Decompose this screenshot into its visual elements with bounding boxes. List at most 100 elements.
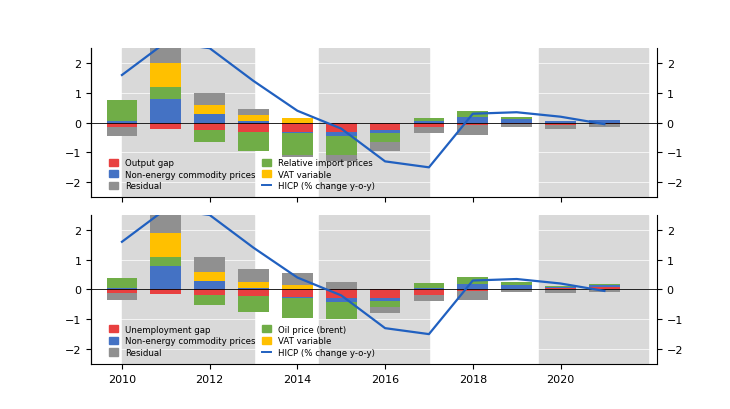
Legend: Output gap, Non-energy commodity prices, Residual, Relative import prices, VAT v: Output gap, Non-energy commodity prices,… (107, 156, 377, 193)
Bar (238, 269, 269, 282)
Bar (458, 290, 488, 291)
Bar (545, 287, 576, 288)
Bar (150, 257, 181, 266)
Bar (194, 290, 225, 295)
Bar (414, 284, 445, 288)
Bar (326, 156, 356, 162)
Bar (319, 49, 429, 198)
Bar (326, 282, 356, 290)
Bar (458, 112, 488, 118)
Bar (282, 156, 312, 157)
Bar (539, 216, 648, 364)
Bar (122, 216, 253, 364)
Bar (238, 132, 269, 152)
Bar (539, 49, 648, 198)
Bar (369, 134, 401, 143)
Bar (107, 128, 137, 137)
Bar (238, 122, 269, 124)
Bar (502, 289, 532, 290)
Bar (282, 119, 312, 124)
Bar (589, 120, 620, 121)
Bar (194, 272, 225, 281)
Bar (414, 124, 445, 128)
Bar (502, 290, 532, 293)
Bar (238, 288, 269, 290)
Bar (414, 119, 445, 122)
Bar (502, 125, 532, 128)
Bar (502, 124, 532, 125)
Bar (589, 124, 620, 125)
Bar (150, 266, 181, 290)
Bar (326, 124, 356, 132)
Bar (414, 122, 445, 124)
Bar (150, 214, 181, 233)
Bar (282, 299, 312, 318)
Bar (369, 290, 401, 298)
Bar (194, 94, 225, 106)
Bar (107, 101, 137, 122)
Bar (238, 282, 269, 288)
Bar (502, 120, 532, 124)
Bar (369, 301, 401, 307)
Bar (238, 110, 269, 116)
Bar (282, 297, 312, 299)
Bar (458, 124, 488, 126)
Bar (282, 132, 312, 134)
Bar (458, 126, 488, 136)
Bar (150, 99, 181, 124)
Bar (589, 125, 620, 128)
Bar (589, 285, 620, 288)
Bar (107, 122, 137, 124)
Bar (194, 106, 225, 115)
Bar (545, 286, 576, 287)
Bar (122, 49, 253, 198)
Bar (194, 124, 225, 131)
Bar (194, 257, 225, 272)
Bar (458, 277, 488, 284)
Bar (194, 295, 225, 306)
Bar (589, 290, 620, 292)
Bar (589, 288, 620, 290)
Bar (414, 295, 445, 301)
Bar (589, 284, 620, 285)
Bar (150, 290, 181, 294)
Bar (194, 115, 225, 124)
Bar (238, 116, 269, 122)
Bar (545, 124, 576, 126)
Bar (326, 132, 356, 137)
Bar (369, 143, 401, 152)
Bar (326, 137, 356, 156)
Bar (369, 298, 401, 301)
Bar (326, 290, 356, 298)
Bar (326, 303, 356, 319)
Bar (150, 43, 181, 64)
Bar (107, 293, 137, 301)
Bar (238, 124, 269, 132)
Bar (282, 285, 312, 290)
Bar (150, 64, 181, 88)
Bar (458, 118, 488, 124)
Legend: Unemployment gap, Non-energy commodity prices, Residual, Oil price (brent), VAT : Unemployment gap, Non-energy commodity p… (107, 322, 377, 360)
Bar (414, 290, 445, 295)
Bar (107, 278, 137, 288)
Bar (107, 290, 137, 293)
Bar (107, 124, 137, 128)
Bar (238, 290, 269, 296)
Bar (414, 288, 445, 290)
Bar (194, 281, 225, 290)
Bar (369, 124, 401, 131)
Bar (319, 216, 429, 364)
Bar (369, 307, 401, 313)
Bar (369, 131, 401, 134)
Bar (545, 288, 576, 290)
Bar (150, 88, 181, 99)
Bar (107, 288, 137, 290)
Bar (545, 290, 576, 293)
Bar (150, 124, 181, 129)
Bar (282, 290, 312, 297)
Bar (545, 122, 576, 124)
Bar (414, 128, 445, 134)
Bar (545, 126, 576, 130)
Bar (282, 134, 312, 156)
Bar (458, 284, 488, 290)
